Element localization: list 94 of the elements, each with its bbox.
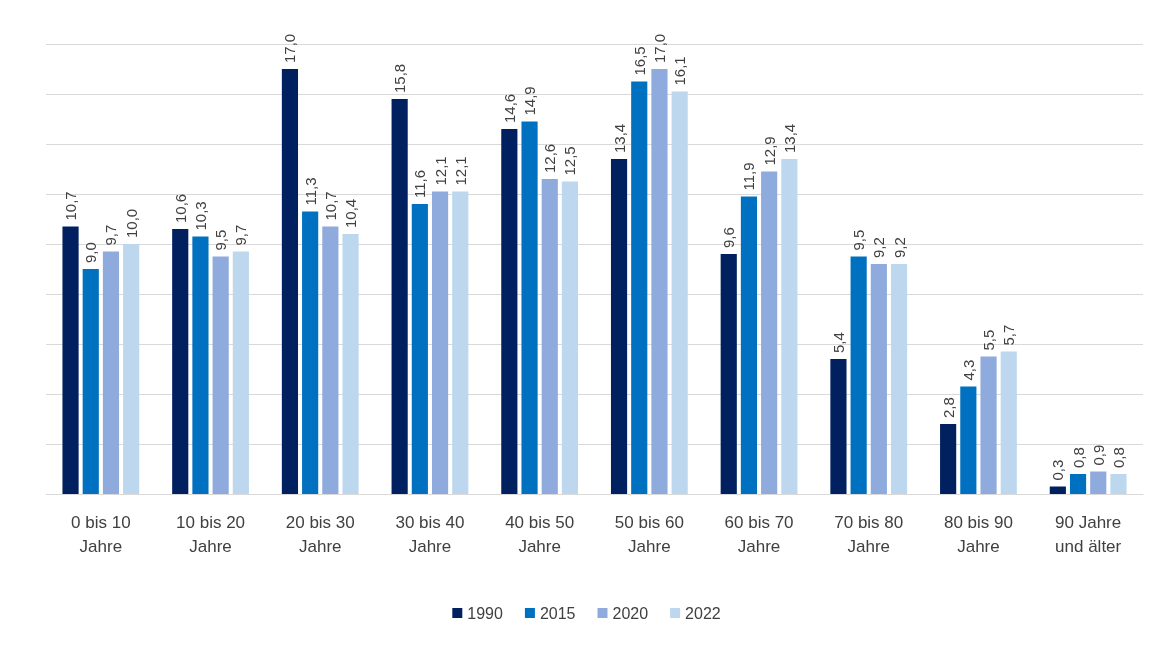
bar xyxy=(870,264,887,494)
x-tick-label: 30 bis 40 Jahre xyxy=(395,512,465,556)
data-label: 10,0 xyxy=(122,208,140,238)
bar xyxy=(610,159,628,494)
bar xyxy=(212,256,229,494)
bar xyxy=(671,91,688,494)
bar xyxy=(102,251,120,494)
legend-label: 1990 xyxy=(467,604,504,622)
data-label: 12,9 xyxy=(760,136,778,166)
x-tick-label: 70 bis 80 Jahre xyxy=(834,512,904,556)
legend-label: 2015 xyxy=(539,604,576,622)
data-label: 0,8 xyxy=(1069,447,1087,468)
bar xyxy=(1090,471,1107,494)
data-label: 17,0 xyxy=(650,33,668,63)
bar xyxy=(1049,486,1066,494)
bar xyxy=(82,269,99,494)
data-label: 11,6 xyxy=(411,169,429,198)
bar xyxy=(1000,351,1017,494)
data-label: 5,5 xyxy=(980,329,998,351)
bar xyxy=(172,229,189,494)
bar xyxy=(1110,474,1127,494)
x-tick-label: 20 bis 30 Jahre xyxy=(285,512,355,556)
data-label: 11,9 xyxy=(740,162,758,191)
bar xyxy=(302,211,319,494)
data-label: 16,5 xyxy=(630,46,648,76)
data-label: 15,8 xyxy=(391,63,409,93)
x-tick-label: 90 Jahre und älter xyxy=(1055,512,1122,556)
data-label: 9,2 xyxy=(870,237,888,258)
bar xyxy=(431,191,449,494)
bar xyxy=(651,69,668,494)
bar xyxy=(740,196,758,494)
data-label: 5,4 xyxy=(829,332,847,353)
bar xyxy=(342,234,359,494)
bar xyxy=(561,181,579,494)
data-label: 0,8 xyxy=(1109,447,1127,468)
data-label: 4,3 xyxy=(959,359,977,381)
x-tick-label: 80 bis 90 Jahre xyxy=(943,512,1013,556)
bar xyxy=(781,159,798,494)
bar xyxy=(411,204,428,494)
data-label: 10,7 xyxy=(62,191,80,221)
bar xyxy=(232,251,249,494)
data-label: 16,1 xyxy=(671,56,689,86)
data-label: 9,6 xyxy=(720,227,738,248)
data-label: 14,9 xyxy=(521,86,539,116)
data-label: 13,4 xyxy=(780,123,798,153)
bar xyxy=(281,69,299,494)
x-tick-label: 10 bis 20 Jahre xyxy=(176,512,246,556)
legend-label: 2020 xyxy=(612,604,649,622)
data-label: 10,6 xyxy=(171,193,189,223)
bar xyxy=(521,121,538,494)
bar xyxy=(830,359,847,494)
data-label: 9,5 xyxy=(850,229,868,251)
data-label: 11,3 xyxy=(301,177,319,206)
bar xyxy=(123,244,140,494)
bar xyxy=(391,99,408,494)
data-label: 9,7 xyxy=(102,224,120,246)
data-label: 0,3 xyxy=(1049,459,1067,481)
bar xyxy=(940,424,957,494)
legend-label: 2022 xyxy=(685,604,721,622)
data-label: 12,1 xyxy=(451,156,469,186)
data-label: 10,3 xyxy=(191,201,209,231)
bar xyxy=(1069,474,1087,494)
data-label: 9,2 xyxy=(890,237,908,258)
data-label: 10,7 xyxy=(321,191,339,221)
x-tick-label: 0 bis 10 Jahre xyxy=(71,512,131,556)
data-label: 9,0 xyxy=(82,242,100,263)
data-label: 17,0 xyxy=(281,33,299,63)
bar xyxy=(980,356,997,494)
bar xyxy=(192,236,209,494)
data-label: 12,1 xyxy=(431,156,449,186)
data-label: 5,7 xyxy=(1000,324,1018,346)
data-label: 9,5 xyxy=(212,229,230,251)
x-tick-label: 50 bis 60 Jahre xyxy=(614,512,684,556)
bar xyxy=(501,129,518,494)
data-label: 12,5 xyxy=(561,146,579,176)
bar xyxy=(452,191,469,494)
x-tick-label: 40 bis 50 Jahre xyxy=(505,512,575,556)
bar xyxy=(322,226,339,494)
data-label: 14,6 xyxy=(500,93,518,123)
bar xyxy=(631,81,648,494)
data-label: 2,8 xyxy=(939,397,957,418)
data-label: 9,7 xyxy=(232,224,250,246)
data-label: 13,4 xyxy=(610,123,628,153)
data-label: 12,6 xyxy=(541,143,559,173)
data-label: 0,9 xyxy=(1089,444,1107,466)
bar xyxy=(850,256,867,494)
bar xyxy=(720,254,737,494)
bar xyxy=(890,264,908,494)
bar xyxy=(541,179,558,494)
bar xyxy=(761,171,778,494)
bar xyxy=(62,226,79,494)
data-label: 10,4 xyxy=(342,198,360,228)
bar xyxy=(960,386,977,494)
x-tick-label: 60 bis 70 Jahre xyxy=(724,512,794,556)
